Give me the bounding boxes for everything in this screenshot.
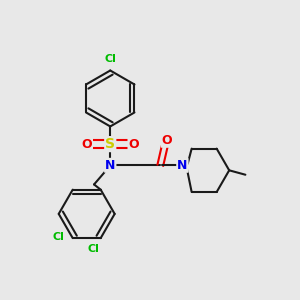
Text: Cl: Cl <box>87 244 99 254</box>
Text: Cl: Cl <box>104 54 116 64</box>
Text: O: O <box>162 134 172 147</box>
Text: Cl: Cl <box>52 232 64 242</box>
Text: S: S <box>105 137 115 151</box>
Text: O: O <box>81 138 92 151</box>
Text: N: N <box>177 159 188 172</box>
Text: O: O <box>128 138 139 151</box>
Text: N: N <box>105 159 116 172</box>
